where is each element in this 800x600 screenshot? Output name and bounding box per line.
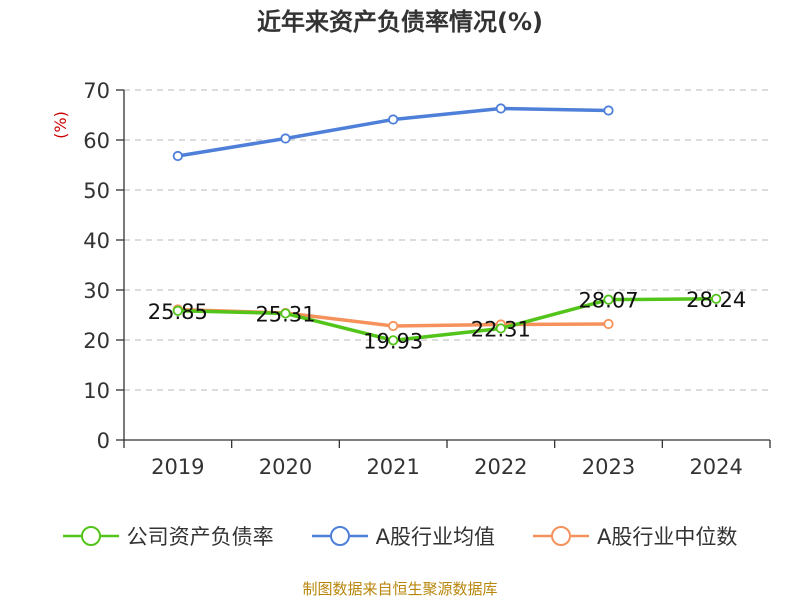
- legend-swatch: [311, 526, 368, 546]
- y-tick-label: 30: [83, 279, 110, 303]
- y-tick-label: 20: [83, 329, 110, 353]
- data-label: 25.85: [148, 300, 208, 324]
- data-point: [711, 293, 722, 304]
- data-label: 28.07: [578, 289, 638, 313]
- y-axis-label: (%): [51, 111, 70, 139]
- data-point: [280, 308, 291, 319]
- series-line: [177, 297, 717, 343]
- data-point: [172, 305, 183, 316]
- y-tick-label: 40: [83, 229, 110, 253]
- x-tick-label: 2022: [474, 455, 527, 479]
- legend-item: A股行业均值: [311, 521, 495, 551]
- grid-lines: [124, 89, 770, 391]
- x-tick-label: 2020: [259, 455, 312, 479]
- source-note: 制图数据来自恒生聚源数据库: [302, 580, 498, 598]
- legend-swatch: [62, 526, 119, 546]
- data-point: [388, 114, 399, 125]
- data-point: [603, 294, 614, 305]
- chart-title: 近年来资产负债率情况(%): [257, 8, 543, 36]
- x-tick-label: 2019: [151, 455, 204, 479]
- data-point: [495, 323, 506, 334]
- legend: 公司资产负债率 A股行业均值 A股行业中位数: [0, 518, 800, 554]
- data-labels: 25.85 25.31 19.93 22.31 28.07 28.24: [148, 288, 746, 354]
- x-tick-label: 2024: [689, 455, 742, 479]
- y-tick-label: 60: [83, 129, 110, 153]
- y-tick-label: 10: [83, 379, 110, 403]
- legend-item: 公司资产负债率: [62, 521, 274, 551]
- data-label: 22.31: [471, 317, 531, 341]
- legend-swatch: [533, 526, 589, 546]
- data-label: 19.93: [363, 329, 423, 353]
- series-lines: [172, 103, 722, 346]
- data-point: [280, 133, 291, 144]
- legend-item: A股行业中位数: [533, 521, 737, 551]
- legend-label: 公司资产负债率: [126, 525, 274, 549]
- y-tick-label: 70: [83, 79, 110, 103]
- data-label: 28.24: [686, 288, 746, 312]
- data-point: [495, 103, 506, 114]
- y-tick-label: 0: [97, 429, 110, 453]
- data-point: [603, 105, 614, 116]
- y-tick-label: 50: [83, 179, 110, 203]
- data-point: [388, 335, 399, 346]
- data-point: [172, 150, 183, 162]
- legend-label: A股行业均值: [375, 525, 495, 549]
- x-tick-label: 2021: [366, 455, 419, 479]
- x-tick-label: 2023: [582, 455, 635, 479]
- data-point: [603, 318, 614, 330]
- data-point: [388, 320, 399, 332]
- data-label: 25.31: [255, 302, 315, 326]
- legend-label: A股行业中位数: [597, 525, 738, 549]
- axes: 0 10 20 30 40 50 60 70 (%) 2019 2020 2021 2022 2023 20…: [51, 79, 771, 479]
